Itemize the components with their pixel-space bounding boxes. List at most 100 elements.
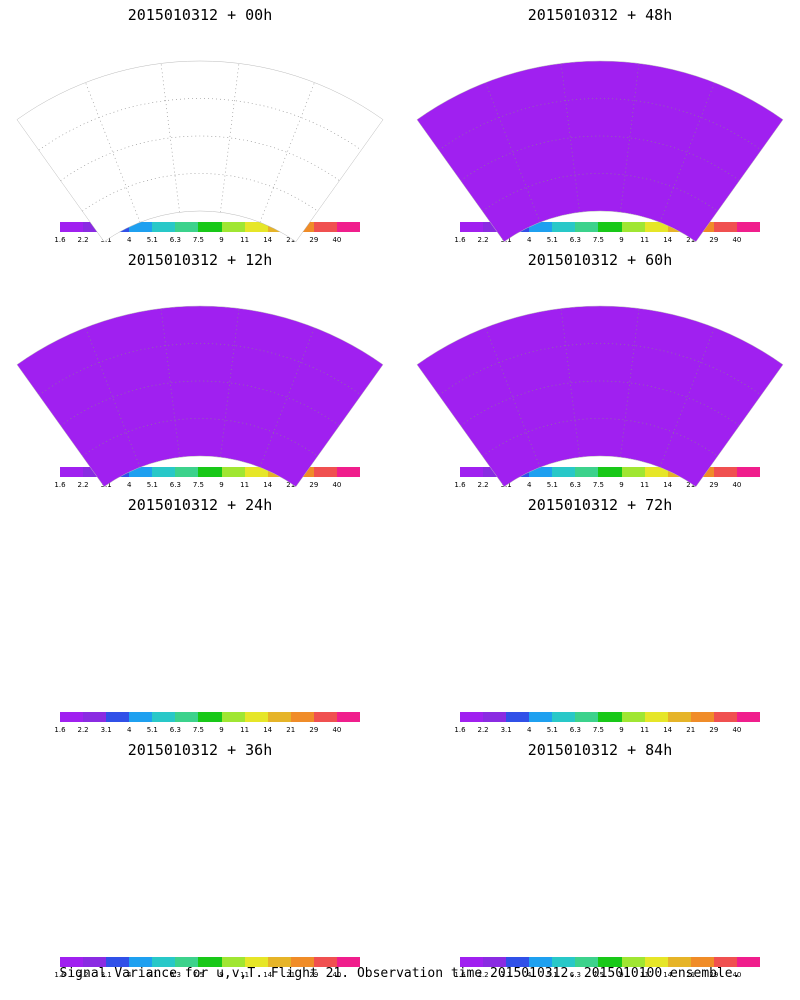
field-blob xyxy=(152,883,210,941)
colorbar-tick-label: 9 xyxy=(219,971,224,979)
colorbar-tick-label: 11 xyxy=(640,236,650,244)
field-maximum xyxy=(186,817,234,865)
figure-caption: Signal Variance for u,v,T. Flight 21. Ob… xyxy=(59,966,741,981)
field-maximum xyxy=(570,801,650,881)
graticule-meridian xyxy=(220,308,240,458)
colorbar-tick-label: 14 xyxy=(663,481,673,489)
field-blob xyxy=(573,545,632,604)
coastline xyxy=(70,781,340,886)
field-blob xyxy=(98,898,145,945)
graticule-parallel xyxy=(38,343,362,396)
coastline xyxy=(470,536,740,641)
colorbar-segment xyxy=(313,467,337,477)
colorbar-segment xyxy=(644,712,668,722)
colorbar-tick-label: 9 xyxy=(619,481,624,489)
field-blob xyxy=(226,600,303,677)
colorbar-segment xyxy=(313,712,337,722)
colorbar-tick-label: 11 xyxy=(240,971,250,979)
colorbar-segment xyxy=(290,712,314,722)
field-blob xyxy=(661,546,719,604)
field-blob xyxy=(43,550,95,602)
colorbar-tick-label: 5.1 xyxy=(546,971,558,979)
colorbar-segment xyxy=(621,467,645,477)
colorbar-tick-label: 29 xyxy=(309,236,319,244)
colorbar-tick-label: 14 xyxy=(263,236,273,244)
colorbar-tick-label: 6.3 xyxy=(169,236,181,244)
colorbar-segment xyxy=(60,712,84,722)
colorbar-tick-label: 5.1 xyxy=(146,971,158,979)
colorbar-tick-label: 40 xyxy=(732,481,742,489)
field-blob xyxy=(616,855,695,934)
colorbar-segment xyxy=(336,712,361,722)
colorbar xyxy=(460,712,761,722)
graticule-parallel xyxy=(460,135,740,181)
field-blob xyxy=(94,817,156,879)
field-blob xyxy=(613,758,758,903)
panel-title: 2015010312 + 36h xyxy=(127,741,273,759)
colorbar-tick-label: 9 xyxy=(619,971,624,979)
map-background xyxy=(16,306,384,487)
field-blob xyxy=(429,559,525,655)
colorbar-tick-label: 6.3 xyxy=(569,481,581,489)
colorbar-tick-label: 6.3 xyxy=(169,971,181,979)
colorbar-tick-label: 40 xyxy=(332,971,342,979)
colorbar-segment xyxy=(221,957,245,967)
colorbar-tick-label: 5.1 xyxy=(546,236,558,244)
colorbar-tick-label: 7.5 xyxy=(592,971,605,979)
colorbar-segment xyxy=(60,467,84,477)
colorbar-segment xyxy=(336,222,361,232)
panel-title: 2015010312 + 84h xyxy=(527,741,673,759)
field-blob xyxy=(8,776,111,879)
colorbar-tick-label: 2.2 xyxy=(477,481,489,489)
field-blob xyxy=(173,817,229,873)
graticule-parallel xyxy=(82,418,318,457)
colorbar-tick-label: 14 xyxy=(263,726,273,734)
colorbar-tick-label: 11 xyxy=(640,726,650,734)
map-outline xyxy=(16,60,384,243)
colorbar-tick-label: 7.5 xyxy=(592,726,605,734)
field-blob xyxy=(682,643,756,717)
colorbar-tick-label: 14 xyxy=(263,971,273,979)
colorbar-segment xyxy=(198,957,222,967)
map-background xyxy=(416,61,784,242)
colorbar-segment xyxy=(244,712,268,722)
colorbar-tick-label: 29 xyxy=(709,971,719,979)
colorbar-segment xyxy=(175,222,199,232)
field-blob xyxy=(646,649,688,691)
colorbar-segment xyxy=(221,712,245,722)
field-blob xyxy=(669,510,800,646)
field-maximum xyxy=(574,560,646,632)
field-blob xyxy=(625,625,687,687)
variance-map xyxy=(416,60,784,691)
colorbar-tick-label: 40 xyxy=(332,726,342,734)
colorbar-segment xyxy=(60,222,84,232)
colorbar-tick-label: 1.6 xyxy=(54,971,66,979)
colorbar-segment xyxy=(690,712,714,722)
field-blob xyxy=(162,527,253,618)
field-blob xyxy=(207,615,283,691)
field-blob xyxy=(121,809,204,892)
colorbar-tick-label: 7.5 xyxy=(192,726,205,734)
colorbar-segment xyxy=(129,712,153,722)
colorbar-tick-label: 29 xyxy=(309,726,319,734)
colorbar-tick-label: 9 xyxy=(219,726,224,734)
field-blob xyxy=(586,543,656,613)
field-blob xyxy=(673,843,781,951)
field-blob xyxy=(45,639,104,698)
colorbar-segment xyxy=(506,957,530,967)
colorbar-segment xyxy=(736,712,761,722)
colorbar-segment xyxy=(736,222,761,232)
colorbar-tick-label: 11 xyxy=(240,726,250,734)
colorbar-tick-label: 29 xyxy=(709,481,719,489)
colorbar-tick-label: 4 xyxy=(126,481,132,489)
colorbar-segment xyxy=(644,467,668,477)
colorbar-tick-label: 6.3 xyxy=(169,481,181,489)
colorbar-tick-label: 9 xyxy=(219,481,224,489)
colorbar-tick-label: 4 xyxy=(126,236,132,244)
colorbar-tick-label: 21 xyxy=(686,236,696,244)
colorbar-segment xyxy=(244,222,268,232)
graticule-parallel xyxy=(438,343,762,396)
